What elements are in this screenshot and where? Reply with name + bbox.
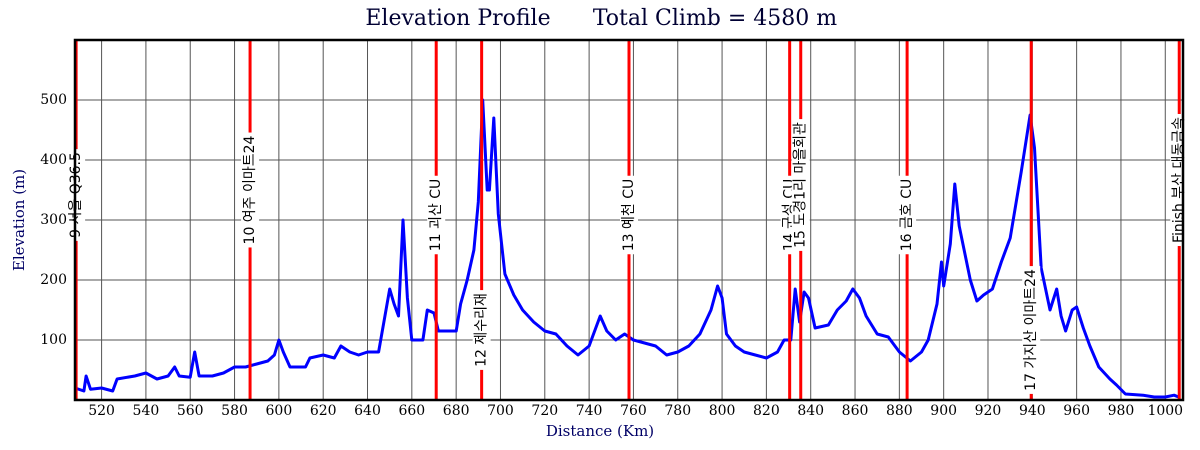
chart-title: Elevation Profile (365, 6, 550, 31)
x-tick-label: 640 (354, 403, 381, 419)
y-axis-label: Elevation (m) (10, 169, 28, 271)
y-tick-label: 200 (40, 272, 67, 288)
x-tick-label: 520 (88, 403, 115, 419)
y-tick-label: 400 (40, 152, 67, 168)
x-tick-label: 620 (310, 403, 337, 419)
x-tick-label: 780 (664, 403, 691, 419)
chart-subtitle: Total Climb = 4580 m (593, 6, 837, 31)
x-tick-label: 560 (177, 403, 204, 419)
marker-label-bg (791, 119, 810, 251)
y-tick-label: 100 (40, 332, 67, 348)
marker-label-bg (1022, 266, 1041, 394)
x-tick-label: 1000 (1147, 403, 1183, 419)
x-tick-label: 720 (531, 403, 558, 419)
x-tick-label: 800 (709, 403, 736, 419)
x-tick-label: 600 (266, 403, 293, 419)
marker-label-bg (898, 175, 917, 255)
marker-label: Finish 부산 대동금속 (1171, 117, 1187, 243)
marker-label: 17 가지산 이마트24 (1023, 269, 1039, 391)
marker-label-bg (241, 132, 260, 248)
x-tick-label: 580 (221, 403, 248, 419)
marker-label-bg (620, 175, 638, 255)
x-tick-label: 840 (797, 403, 824, 419)
x-tick-label: 740 (576, 403, 603, 419)
x-tick-label: 960 (1063, 403, 1090, 419)
x-axis-label: Distance (Km) (546, 422, 654, 440)
x-tick-label: 860 (842, 403, 869, 419)
marker-label: 15 도경1리 마을회관 (793, 122, 809, 248)
x-tick-label: 540 (133, 403, 160, 419)
x-tick-label: 760 (620, 403, 647, 419)
marker-label: 12 제수리재 (474, 293, 490, 367)
x-tick-label: 920 (975, 403, 1002, 419)
marker-label: 11 괴산 CU (428, 179, 444, 252)
x-tick-label: 940 (1019, 403, 1046, 419)
marker-label-bg (427, 175, 446, 255)
x-tick-label: 820 (753, 403, 780, 419)
marker-label: 16 금호 CU (899, 179, 915, 252)
x-tick-label: 880 (886, 403, 913, 419)
plot-frame (73, 38, 1185, 402)
x-tick-label: 680 (443, 403, 470, 419)
marker-label-bg (472, 290, 491, 370)
x-tick-label: 660 (398, 403, 425, 419)
x-tick-label: 700 (487, 403, 514, 419)
marker-label: 13 예천 CU (621, 179, 637, 252)
y-tick-label: 500 (40, 92, 67, 108)
marker-label: 10 여주 이마트24 (242, 135, 258, 244)
y-tick-label: 300 (40, 212, 67, 228)
x-tick-label: 980 (1108, 403, 1135, 419)
x-tick-label: 900 (930, 403, 957, 419)
